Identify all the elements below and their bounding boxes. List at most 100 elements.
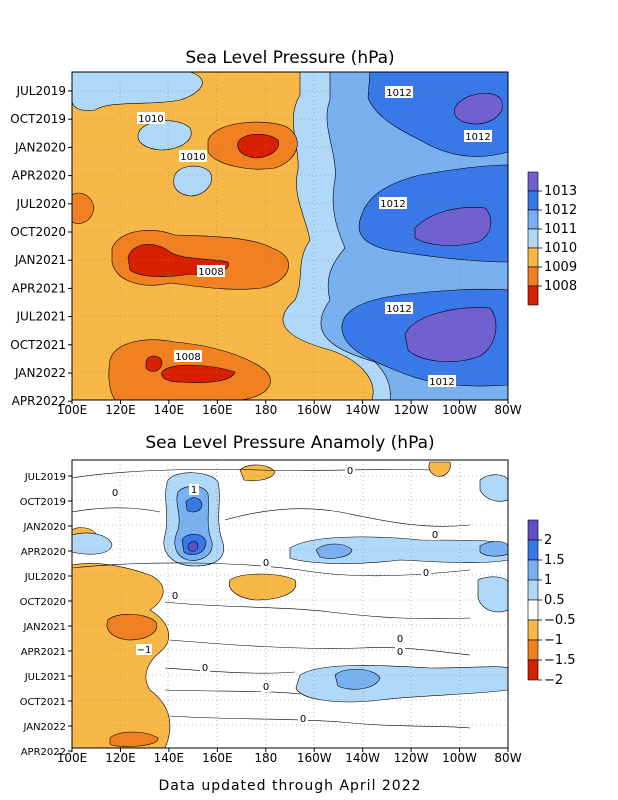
y-tick-label: JUL2020	[15, 197, 66, 211]
footer-note: Data updated through April 2022	[158, 778, 421, 794]
anomaly-contour-label: 0	[421, 567, 431, 579]
slp-fill-1013-north	[454, 93, 503, 125]
x-tick-label: 180	[254, 403, 277, 417]
slp-fill-1008-dark-jan2020	[237, 133, 279, 159]
svg-text:0: 0	[397, 647, 403, 658]
x-tick-label: 120W	[394, 403, 429, 417]
svg-text:0: 0	[347, 466, 353, 477]
y-tick-label: OCT2020	[10, 225, 66, 239]
anomaly-fill-pos-e1-east	[479, 541, 508, 557]
x-tick-label: 120W	[394, 751, 429, 765]
x-tick-label: 140E	[154, 751, 185, 765]
slp-fill-1013-mid	[414, 207, 492, 246]
svg-text:0: 0	[423, 568, 429, 579]
y-tick-label: JAN2020	[14, 140, 66, 154]
slp-contour-label: 1010	[137, 112, 165, 125]
anomaly-contour-label: 0	[170, 590, 180, 602]
colorbar-label: 1011	[544, 222, 577, 237]
svg-text:1: 1	[191, 485, 197, 496]
slp-fill-1008-west	[72, 192, 95, 224]
y-tick-label: OCT2019	[10, 112, 66, 126]
slp-fill-1013-south	[404, 307, 497, 362]
svg-text:0: 0	[112, 488, 118, 499]
slp-contour-label: 1008	[174, 350, 202, 363]
slp-fill-1008-dark-jan2022	[161, 364, 236, 383]
slp-contour-label: 1012	[464, 130, 492, 143]
slp-contour-label: 1010	[179, 150, 207, 163]
x-tick-label: 160E	[202, 751, 233, 765]
colorbar-swatch	[527, 579, 539, 601]
svg-text:1010: 1010	[180, 152, 205, 163]
x-tick-label: 160W	[297, 751, 332, 765]
anomaly-contour-label: 0	[395, 646, 405, 658]
anomaly-contour-label: 0	[200, 662, 210, 674]
svg-text:1012: 1012	[465, 132, 490, 143]
x-tick-label: 80W	[494, 403, 521, 417]
x-tick-label: 100E	[57, 751, 88, 765]
svg-text:0: 0	[263, 682, 269, 693]
anomaly-contour-label: 1	[189, 484, 199, 496]
anomaly-colorbar: 2 1.5 1 0.5 −0.5 −1 −1.5 −2	[527, 519, 576, 688]
colorbar-swatch	[527, 619, 539, 641]
y-tick-label: JUL2021	[15, 310, 66, 324]
x-tick-label: 140W	[345, 751, 380, 765]
colorbar-label: 1008	[544, 279, 577, 294]
colorbar-swatch	[527, 266, 539, 287]
colorbar-swatch	[527, 639, 539, 661]
svg-text:0: 0	[263, 558, 269, 569]
colorbar-swatch	[527, 285, 539, 306]
y-tick-label: APR2020	[12, 169, 66, 183]
x-tick-label: 140W	[345, 403, 380, 417]
colorbar-swatch	[527, 228, 539, 249]
colorbar-swatch	[527, 519, 539, 541]
anomaly-fill-neg-west	[72, 563, 171, 748]
y-tick-label: JAN2022	[22, 722, 66, 733]
y-tick-label: OCT2020	[20, 597, 66, 608]
anomaly-contour-label: 0	[261, 681, 271, 693]
y-tick-label: APR2020	[21, 547, 66, 558]
y-tick-label: JUL2020	[24, 572, 66, 583]
y-tick-label: APR2021	[21, 647, 66, 658]
y-tick-label: JAN2021	[14, 253, 66, 267]
slp-fill-1008-dark-dot	[145, 355, 163, 372]
anomaly-fill-pos-e1	[289, 536, 508, 564]
y-tick-label: JUL2021	[24, 672, 66, 683]
anomaly-fill-pos-e2	[477, 576, 508, 613]
slp-frame	[71, 71, 509, 401]
svg-text:1008: 1008	[175, 352, 200, 363]
anomaly-frame	[71, 459, 509, 749]
colorbar-label: 1	[544, 573, 552, 588]
y-tick-label: JAN2021	[22, 622, 66, 633]
svg-text:1012: 1012	[429, 377, 454, 388]
anomaly-fill-pos-e4	[479, 474, 508, 502]
svg-text:0: 0	[397, 634, 403, 645]
anomaly-fill-pos2	[187, 541, 199, 552]
slp-anomaly-chart-title: Sea Level Pressure Anamoly (hPa)	[145, 433, 434, 453]
svg-text:−1: −1	[137, 645, 152, 656]
anomaly-contour-label: 0	[110, 487, 120, 499]
slp-contour-labels: 1012 1010 1012 1010 1012 1008 1012 1008 …	[137, 86, 492, 388]
x-tick-label: 120E	[105, 403, 136, 417]
svg-text:0: 0	[202, 663, 208, 674]
x-tick-label: 100W	[442, 751, 477, 765]
slp-contour-label: 1008	[197, 265, 225, 278]
anomaly-fill-neg-a	[228, 573, 297, 601]
anomaly-contour-label: 0	[261, 557, 271, 569]
slp-axes: JUL2019 OCT2019 JAN2020 APR2020 JUL2020 OCT20…	[10, 84, 521, 417]
x-tick-label: 180	[254, 751, 277, 765]
slp-contour-label: 1012	[385, 86, 413, 99]
x-tick-label: 160E	[202, 403, 233, 417]
slp-fill-1010-blob2	[173, 165, 212, 197]
x-tick-label: 100E	[57, 403, 88, 417]
y-tick-label: OCT2019	[20, 497, 66, 508]
anomaly-fill-pos-w	[72, 532, 113, 555]
colorbar-swatch	[527, 559, 539, 581]
colorbar-label: 1009	[544, 260, 577, 275]
x-tick-label: 80W	[494, 751, 521, 765]
svg-text:1012: 1012	[386, 304, 411, 315]
colorbar-label: 1.5	[544, 553, 565, 568]
slp-contour-label: 1012	[379, 197, 407, 210]
y-tick-label: OCT2021	[20, 697, 66, 708]
svg-text:0: 0	[300, 714, 306, 725]
